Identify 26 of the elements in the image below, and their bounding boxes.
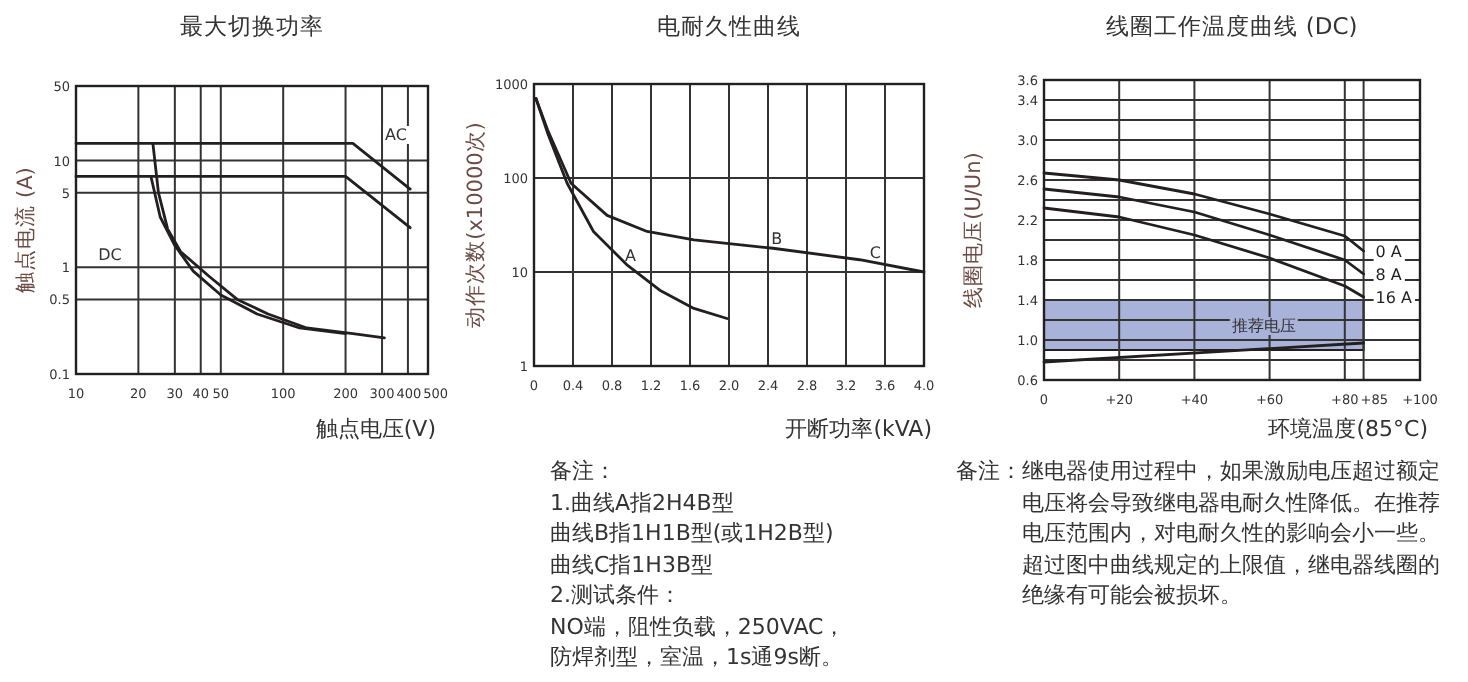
chart-title: 最大切换功率 — [180, 12, 324, 40]
x-axis-title: 环境温度(85°C) — [1268, 416, 1428, 442]
x-axis-title: 触点电压(V) — [315, 416, 436, 442]
text: 2.测试条件： — [550, 580, 683, 611]
series-label: 8 A — [1375, 266, 1403, 284]
series-label: 16 A — [1375, 289, 1414, 307]
series-label: 0 A — [1375, 243, 1403, 261]
annotation: DC — [98, 246, 123, 264]
x-axis-title: 开断功率(kVA) — [785, 416, 932, 442]
chart-title: 电耐久性曲线 — [657, 12, 801, 40]
annotation: C — [869, 244, 882, 263]
band-label: 推荐电压 — [1231, 317, 1296, 335]
text: 1.曲线A指2H4B型 — [550, 487, 736, 518]
chart-title: 线圈工作温度曲线 (DC) — [1106, 12, 1358, 40]
annotation: B — [771, 229, 783, 248]
text: 曲线B指1H1B型(或1H2B型) — [550, 518, 836, 549]
annotation: AC — [385, 126, 408, 144]
y-axis-title: 动作次数(x10000次) — [464, 122, 488, 328]
text: NO端，阻性负载，250VAC， — [550, 611, 848, 642]
text: 备注：继电器使用过程中，如果激励电压超过额定电压将会导致继电器电耐久性降低。在推荐电压范围内，对电耐久性的影响会小一些。超过图中曲线规定的上限值，继电器线圈的绝缘有可能会被损坏。 — [956, 456, 1442, 611]
y-axis-title: 线圈电压(U/Un) — [960, 152, 986, 308]
y-axis-title: 触点电流 (A) — [12, 167, 38, 293]
text: 备注： — [550, 456, 618, 487]
text: 曲线C指1H3B型 — [550, 549, 715, 580]
annotation: A — [625, 247, 638, 266]
text: 防焊剂型，室温，1s通9s断。 — [550, 642, 845, 673]
